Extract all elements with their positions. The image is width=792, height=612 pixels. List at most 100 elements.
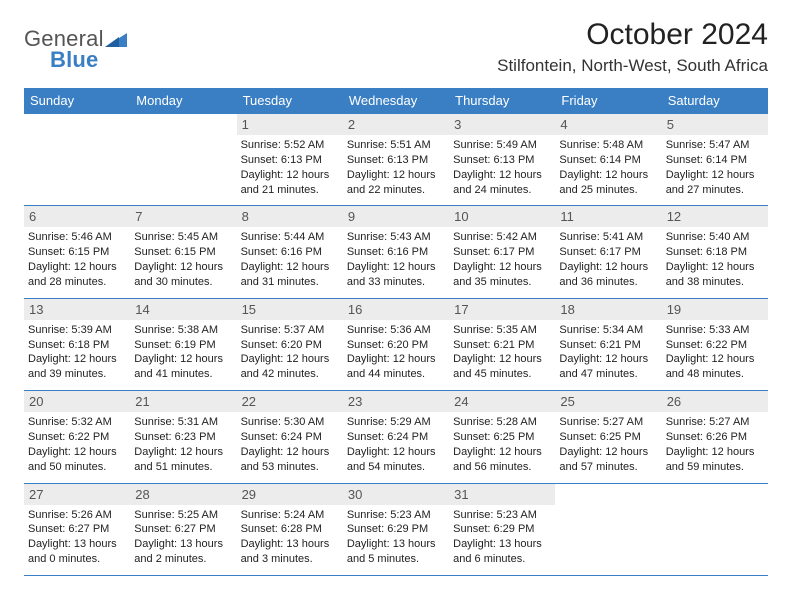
- sunrise-text: Sunrise: 5:26 AM: [28, 508, 126, 523]
- sunrise-text: Sunrise: 5:39 AM: [28, 323, 126, 338]
- sunset-text: Sunset: 6:15 PM: [134, 245, 232, 260]
- sunset-text: Sunset: 6:26 PM: [666, 430, 764, 445]
- sunset-text: Sunset: 6:27 PM: [28, 522, 126, 537]
- sunset-text: Sunset: 6:25 PM: [559, 430, 657, 445]
- sunset-text: Sunset: 6:18 PM: [666, 245, 764, 260]
- calendar-day-cell: 7 Sunrise: 5:45 AMSunset: 6:15 PMDaylight…: [130, 206, 236, 298]
- calendar-day-cell: 9Sunrise: 5:43 AMSunset: 6:16 PMDaylight…: [343, 206, 449, 298]
- calendar-body: 1Sunrise: 5:52 AMSunset: 6:13 PMDaylight…: [24, 114, 768, 576]
- day-number: 3: [449, 114, 555, 135]
- sunset-text: Sunset: 6:13 PM: [347, 153, 445, 168]
- sunrise-text: Sunrise: 5:28 AM: [453, 415, 551, 430]
- day-number: 27: [24, 484, 130, 505]
- sunrise-text: Sunrise: 5:35 AM: [453, 323, 551, 338]
- calendar-day-cell: 28Sunrise: 5:25 AMSunset: 6:27 PMDayligh…: [130, 483, 236, 575]
- day-number: 29: [237, 484, 343, 505]
- daylight-text: Daylight: 12 hours and 57 minutes.: [559, 445, 657, 475]
- calendar-day-cell: 27Sunrise: 5:26 AMSunset: 6:27 PMDayligh…: [24, 483, 130, 575]
- daylight-text: Daylight: 12 hours and 30 minutes.: [134, 260, 232, 290]
- calendar-day-cell: 24Sunrise: 5:28 AMSunset: 6:25 PMDayligh…: [449, 391, 555, 483]
- calendar-header-row: SundayMondayTuesdayWednesdayThursdayFrid…: [24, 88, 768, 114]
- daylight-text: Daylight: 12 hours and 39 minutes.: [28, 352, 126, 382]
- calendar-day-cell: [130, 114, 236, 206]
- month-title: October 2024: [497, 18, 768, 52]
- calendar-day-cell: 20Sunrise: 5:32 AMSunset: 6:22 PMDayligh…: [24, 391, 130, 483]
- day-number: 28: [130, 484, 236, 505]
- day-number: 11: [555, 206, 661, 227]
- sunrise-text: Sunrise: 5:31 AM: [134, 415, 232, 430]
- sunset-text: Sunset: 6:21 PM: [559, 338, 657, 353]
- sunrise-text: Sunrise: 5:44 AM: [241, 230, 339, 245]
- day-number: 7: [130, 206, 236, 227]
- sunrise-text: Sunrise: 5:45 AM: [134, 230, 232, 245]
- daylight-text: Daylight: 12 hours and 56 minutes.: [453, 445, 551, 475]
- sunset-text: Sunset: 6:24 PM: [347, 430, 445, 445]
- day-number: 6: [24, 206, 130, 227]
- sunset-text: Sunset: 6:16 PM: [347, 245, 445, 260]
- sunrise-text: Sunrise: 5:33 AM: [666, 323, 764, 338]
- calendar-day-cell: 5Sunrise: 5:47 AMSunset: 6:14 PMDaylight…: [662, 114, 768, 206]
- title-block: October 2024 Stilfontein, North-West, So…: [497, 18, 768, 82]
- calendar-day-cell: 6Sunrise: 5:46 AMSunset: 6:15 PMDaylight…: [24, 206, 130, 298]
- daylight-text: Daylight: 12 hours and 35 minutes.: [453, 260, 551, 290]
- calendar-day-cell: 1Sunrise: 5:52 AMSunset: 6:13 PMDaylight…: [237, 114, 343, 206]
- sunset-text: Sunset: 6:14 PM: [666, 153, 764, 168]
- daylight-text: Daylight: 12 hours and 53 minutes.: [241, 445, 339, 475]
- daylight-text: Daylight: 12 hours and 21 minutes.: [241, 168, 339, 198]
- sunrise-text: Sunrise: 5:52 AM: [241, 138, 339, 153]
- daylight-text: Daylight: 12 hours and 45 minutes.: [453, 352, 551, 382]
- weekday-header: Thursday: [449, 88, 555, 114]
- calendar-day-cell: 10Sunrise: 5:42 AMSunset: 6:17 PMDayligh…: [449, 206, 555, 298]
- daylight-text: Daylight: 12 hours and 31 minutes.: [241, 260, 339, 290]
- sunset-text: Sunset: 6:27 PM: [134, 522, 232, 537]
- calendar-day-cell: 18Sunrise: 5:34 AMSunset: 6:21 PMDayligh…: [555, 298, 661, 390]
- calendar-day-cell: 11Sunrise: 5:41 AMSunset: 6:17 PMDayligh…: [555, 206, 661, 298]
- calendar-page: General Blue October 2024 Stilfontein, N…: [0, 0, 792, 576]
- calendar-day-cell: 8Sunrise: 5:44 AMSunset: 6:16 PMDaylight…: [237, 206, 343, 298]
- sunrise-text: Sunrise: 5:24 AM: [241, 508, 339, 523]
- day-number: 22: [237, 391, 343, 412]
- sunrise-text: Sunrise: 5:30 AM: [241, 415, 339, 430]
- day-number: 18: [555, 299, 661, 320]
- daylight-text: Daylight: 12 hours and 48 minutes.: [666, 352, 764, 382]
- sunset-text: Sunset: 6:23 PM: [134, 430, 232, 445]
- weekday-header: Tuesday: [237, 88, 343, 114]
- calendar-day-cell: 23Sunrise: 5:29 AMSunset: 6:24 PMDayligh…: [343, 391, 449, 483]
- day-number: 12: [662, 206, 768, 227]
- sunset-text: Sunset: 6:21 PM: [453, 338, 551, 353]
- day-number: 17: [449, 299, 555, 320]
- day-number: 23: [343, 391, 449, 412]
- daylight-text: Daylight: 12 hours and 25 minutes.: [559, 168, 657, 198]
- daylight-text: Daylight: 12 hours and 22 minutes.: [347, 168, 445, 198]
- sunset-text: Sunset: 6:22 PM: [28, 430, 126, 445]
- sunrise-text: Sunrise: 5:46 AM: [28, 230, 126, 245]
- weekday-header: Friday: [555, 88, 661, 114]
- calendar-day-cell: 31Sunrise: 5:23 AMSunset: 6:29 PMDayligh…: [449, 483, 555, 575]
- daylight-text: Daylight: 12 hours and 47 minutes.: [559, 352, 657, 382]
- sunset-text: Sunset: 6:15 PM: [28, 245, 126, 260]
- daylight-text: Daylight: 12 hours and 54 minutes.: [347, 445, 445, 475]
- sunrise-text: Sunrise: 5:51 AM: [347, 138, 445, 153]
- calendar-day-cell: 2Sunrise: 5:51 AMSunset: 6:13 PMDaylight…: [343, 114, 449, 206]
- sunset-text: Sunset: 6:25 PM: [453, 430, 551, 445]
- sunset-text: Sunset: 6:16 PM: [241, 245, 339, 260]
- calendar-day-cell: 29Sunrise: 5:24 AMSunset: 6:28 PMDayligh…: [237, 483, 343, 575]
- sunrise-text: Sunrise: 5:41 AM: [559, 230, 657, 245]
- daylight-text: Daylight: 12 hours and 36 minutes.: [559, 260, 657, 290]
- daylight-text: Daylight: 12 hours and 38 minutes.: [666, 260, 764, 290]
- day-number: 13: [24, 299, 130, 320]
- location-subtitle: Stilfontein, North-West, South Africa: [497, 56, 768, 76]
- calendar-day-cell: 15Sunrise: 5:37 AMSunset: 6:20 PMDayligh…: [237, 298, 343, 390]
- sunset-text: Sunset: 6:13 PM: [453, 153, 551, 168]
- calendar-week-row: 20Sunrise: 5:32 AMSunset: 6:22 PMDayligh…: [24, 391, 768, 483]
- daylight-text: Daylight: 12 hours and 27 minutes.: [666, 168, 764, 198]
- calendar-table: SundayMondayTuesdayWednesdayThursdayFrid…: [24, 88, 768, 576]
- sunrise-text: Sunrise: 5:49 AM: [453, 138, 551, 153]
- calendar-day-cell: 26Sunrise: 5:27 AMSunset: 6:26 PMDayligh…: [662, 391, 768, 483]
- calendar-day-cell: 21Sunrise: 5:31 AMSunset: 6:23 PMDayligh…: [130, 391, 236, 483]
- daylight-text: Daylight: 12 hours and 44 minutes.: [347, 352, 445, 382]
- sunset-text: Sunset: 6:29 PM: [347, 522, 445, 537]
- sunrise-text: Sunrise: 5:36 AM: [347, 323, 445, 338]
- sunset-text: Sunset: 6:24 PM: [241, 430, 339, 445]
- day-number: 14: [130, 299, 236, 320]
